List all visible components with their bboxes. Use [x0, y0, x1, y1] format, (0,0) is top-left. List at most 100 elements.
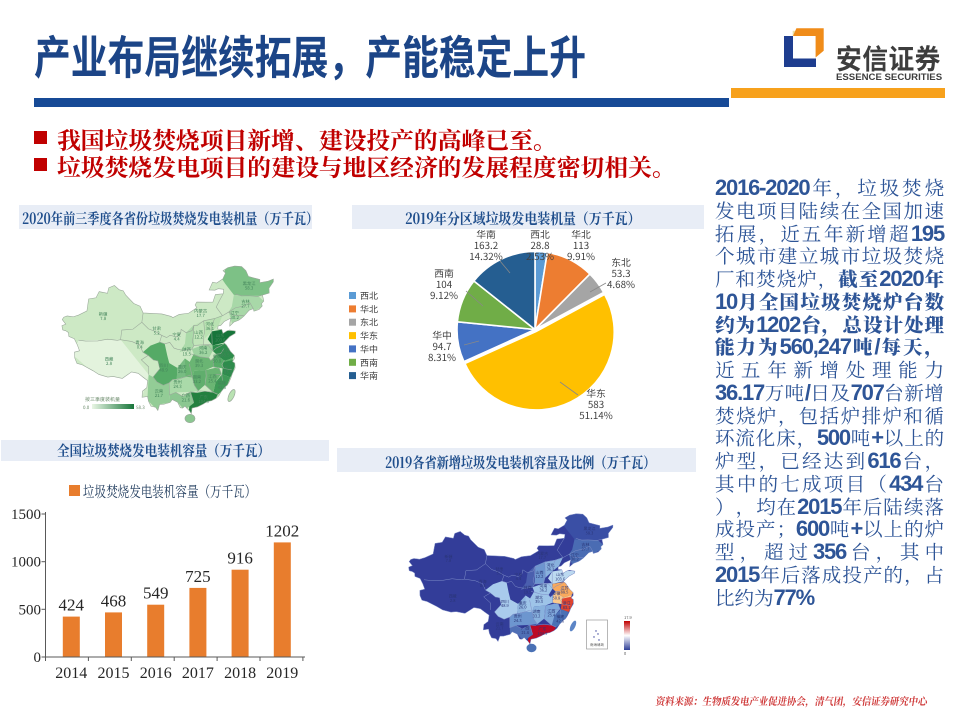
svg-text:1500: 1500	[11, 507, 41, 523]
svg-text:42.6: 42.6	[218, 385, 227, 391]
svg-text:12.2: 12.2	[194, 335, 203, 341]
svg-text:河北: 河北	[547, 562, 555, 568]
svg-text:2019: 2019	[266, 665, 298, 682]
svg-text:广东: 广东	[538, 627, 546, 633]
svg-text:河北: 河北	[206, 322, 215, 328]
svg-text:四川: 四川	[159, 363, 168, 369]
svg-text:河南: 河南	[539, 583, 547, 589]
svg-text:河南: 河南	[199, 345, 208, 351]
svg-text:19.5: 19.5	[183, 352, 192, 358]
svg-text:30.2: 30.2	[571, 557, 580, 563]
svg-text:5.2: 5.2	[154, 330, 161, 336]
svg-text:东北: 东北	[360, 316, 378, 329]
svg-text:2017: 2017	[182, 665, 214, 682]
svg-text:重庆: 重庆	[178, 365, 187, 371]
svg-text:安徽: 安徽	[552, 591, 560, 597]
svg-text:吉林: 吉林	[581, 542, 589, 548]
svg-text:424: 424	[59, 596, 85, 615]
svg-text:0.4: 0.4	[480, 583, 486, 589]
svg-text:48.9: 48.9	[159, 367, 168, 373]
svg-text:宁夏: 宁夏	[172, 332, 181, 338]
svg-text:103.6: 103.6	[215, 337, 226, 343]
svg-text:5.2: 5.2	[497, 571, 503, 577]
svg-text:安徽: 安徽	[213, 354, 222, 360]
svg-text:福建: 福建	[218, 380, 227, 386]
svg-text:725: 725	[185, 567, 211, 586]
svg-text:甘肃: 甘肃	[495, 566, 503, 572]
svg-text:104.9: 104.9	[198, 399, 209, 405]
svg-text:17.7: 17.7	[197, 313, 206, 319]
svg-text:104: 104	[436, 277, 453, 291]
svg-text:新疆: 新疆	[99, 312, 108, 318]
svg-text:36.2: 36.2	[540, 588, 549, 594]
svg-text:2.53%: 2.53%	[526, 249, 554, 263]
svg-text:新疆: 新疆	[445, 554, 453, 560]
svg-text:50.8: 50.8	[213, 359, 222, 365]
svg-text:湖南: 湖南	[193, 375, 202, 381]
svg-text:江西: 江西	[547, 609, 555, 615]
svg-text:西北: 西北	[530, 230, 550, 241]
svg-text:24.3: 24.3	[173, 384, 182, 390]
svg-text:27.7: 27.7	[241, 303, 250, 309]
svg-text:福建: 福建	[556, 614, 564, 620]
svg-text:0: 0	[624, 651, 627, 657]
svg-text:9.91%: 9.91%	[567, 249, 595, 263]
svg-text:88.5: 88.5	[561, 590, 569, 596]
svg-text:0: 0	[34, 650, 42, 666]
svg-text:2016: 2016	[140, 665, 172, 682]
svg-text:广西: 广西	[521, 626, 529, 632]
svg-text:88.5: 88.5	[221, 352, 230, 358]
svg-text:21.6: 21.6	[182, 398, 191, 404]
svg-text:西南: 西南	[360, 356, 378, 369]
svg-text:916: 916	[227, 549, 253, 568]
svg-text:2.8: 2.8	[106, 361, 113, 367]
svg-text:华北: 华北	[360, 302, 378, 315]
svg-text:12.2: 12.2	[536, 574, 545, 580]
svg-text:17.9: 17.9	[624, 615, 632, 621]
svg-text:30.2: 30.2	[231, 315, 240, 321]
svg-text:17.7: 17.7	[538, 555, 547, 561]
svg-text:南海诸岛: 南海诸岛	[590, 643, 604, 648]
svg-text:西藏: 西藏	[449, 594, 457, 600]
svg-text:24.3: 24.3	[514, 618, 522, 624]
svg-text:39.3: 39.3	[195, 363, 204, 369]
svg-text:陕西: 陕西	[524, 585, 532, 591]
svg-text:25.4: 25.4	[548, 613, 557, 619]
svg-text:华北: 华北	[571, 230, 591, 241]
svg-text:58.3: 58.3	[245, 285, 254, 291]
svg-text:50.8: 50.8	[553, 595, 562, 601]
svg-text:青海: 青海	[479, 579, 487, 585]
svg-text:云南: 云南	[496, 621, 504, 627]
svg-text:山东: 山东	[556, 572, 564, 578]
svg-text:1202: 1202	[265, 521, 299, 540]
svg-text:26.0: 26.0	[519, 605, 528, 611]
svg-text:4.4: 4.4	[516, 576, 522, 582]
svg-text:9.12%: 9.12%	[430, 288, 458, 302]
svg-text:2014: 2014	[55, 665, 87, 682]
svg-text:36.2: 36.2	[199, 350, 208, 356]
svg-text:华中: 华中	[360, 342, 378, 355]
svg-text:39.3: 39.3	[535, 599, 543, 605]
svg-text:西南: 西南	[434, 266, 454, 280]
svg-text:湖北: 湖北	[195, 358, 204, 364]
svg-text:江苏: 江苏	[561, 586, 569, 592]
svg-text:163.2: 163.2	[474, 238, 498, 252]
svg-text:内蒙古: 内蒙古	[194, 309, 208, 315]
svg-text:四川: 四川	[501, 599, 509, 605]
svg-text:广西: 广西	[182, 393, 191, 399]
svg-text:8.31%: 8.31%	[428, 350, 456, 364]
svg-text:7.8: 7.8	[100, 316, 107, 322]
svg-text:东北: 东北	[611, 255, 631, 269]
svg-text:83.1: 83.1	[224, 369, 233, 375]
svg-text:山西: 山西	[194, 330, 203, 336]
svg-text:36.1: 36.1	[547, 567, 555, 573]
svg-text:2.8: 2.8	[450, 598, 456, 604]
svg-text:14.32%: 14.32%	[469, 249, 503, 263]
svg-text:辽宁: 辽宁	[230, 310, 239, 316]
svg-text:内蒙古: 内蒙古	[536, 551, 548, 557]
svg-text:58.3: 58.3	[586, 530, 594, 536]
svg-text:42.6: 42.6	[556, 618, 565, 624]
svg-text:468: 468	[101, 591, 127, 610]
svg-text:51.14%: 51.14%	[579, 408, 613, 422]
svg-text:36.1: 36.1	[206, 326, 215, 332]
